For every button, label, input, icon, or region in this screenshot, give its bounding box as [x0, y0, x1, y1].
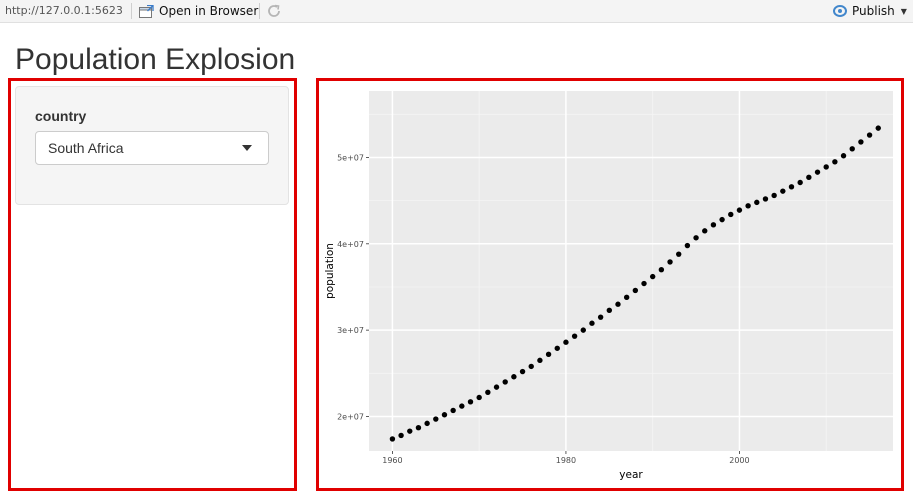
data-point [641, 280, 647, 287]
data-point [780, 188, 786, 194]
data-point [606, 307, 613, 313]
data-point [389, 436, 396, 442]
data-point [728, 211, 734, 218]
data-point [563, 339, 569, 345]
data-point [589, 320, 595, 326]
country-select[interactable]: South Africa [35, 131, 269, 165]
toolbar-divider [259, 3, 260, 19]
x-tick-label: 1980 [556, 456, 576, 465]
data-point [840, 153, 847, 159]
data-point [597, 314, 604, 320]
data-point [719, 216, 725, 223]
data-point [702, 228, 708, 234]
data-point [814, 169, 821, 175]
refresh-icon[interactable] [266, 3, 282, 19]
data-point [667, 259, 673, 265]
url-text[interactable]: http://127.0.0.1:5623 [5, 4, 123, 17]
data-point [493, 384, 500, 390]
data-point [658, 267, 665, 273]
viewer-toolbar: http://127.0.0.1:5623 Open in Browser Pu… [0, 0, 913, 23]
data-point [554, 345, 560, 351]
open-in-browser-icon [139, 4, 154, 18]
data-point [788, 184, 795, 190]
data-point [441, 412, 448, 418]
data-point [424, 420, 430, 427]
sidebar-panel: country South Africa [15, 86, 289, 205]
main-highlight-box [316, 78, 904, 491]
open-in-browser-button[interactable]: Open in Browser [139, 2, 258, 20]
data-point [875, 125, 881, 131]
data-point [762, 196, 769, 202]
data-point [615, 301, 621, 307]
data-point [398, 432, 404, 439]
page-title: Population Explosion [15, 43, 296, 76]
data-point [485, 389, 491, 395]
data-point [823, 164, 829, 170]
data-point [736, 207, 743, 213]
data-point [832, 159, 838, 165]
data-point [545, 351, 552, 358]
data-point [858, 139, 864, 145]
data-point [797, 179, 803, 186]
data-point [632, 287, 639, 294]
data-point [693, 235, 699, 241]
y-tick-label: 4e+07 [337, 240, 364, 249]
x-tick-label: 1960 [382, 456, 402, 465]
data-point [866, 132, 873, 138]
x-axis-title: year [619, 469, 643, 481]
y-tick-label: 3e+07 [337, 326, 364, 335]
data-point [571, 333, 578, 339]
data-point [710, 222, 717, 228]
x-tick-label: 2000 [729, 456, 749, 465]
data-point [771, 192, 777, 199]
data-point [676, 251, 682, 257]
publish-label: Publish [852, 4, 895, 18]
data-point [528, 363, 534, 370]
data-point [502, 379, 508, 385]
data-point [519, 368, 526, 375]
y-tick-label: 2e+07 [337, 412, 364, 421]
data-point [806, 174, 812, 181]
data-point [684, 242, 691, 249]
country-select-value: South Africa [48, 140, 124, 156]
data-point [476, 394, 482, 401]
toolbar-divider [131, 3, 132, 19]
plot-panel [369, 91, 893, 451]
chevron-down-icon[interactable]: ▼ [900, 6, 907, 16]
country-label: country [35, 108, 87, 124]
publish-button[interactable]: Publish ▼ [832, 2, 907, 20]
sidebar-highlight-box [8, 78, 297, 491]
data-point [849, 146, 855, 152]
data-point [745, 203, 751, 209]
chevron-down-icon [242, 145, 252, 151]
data-point [623, 294, 630, 301]
data-point [467, 399, 474, 405]
population-scatter-plot: 1960 1980 2000 2e+07 3e+07 4e+07 5e+07 year popu… [324, 91, 893, 481]
y-axis-title: population [324, 243, 336, 299]
data-point [511, 374, 517, 380]
data-point [433, 416, 439, 422]
publish-icon [833, 5, 847, 17]
data-point [754, 199, 760, 206]
data-point [407, 428, 413, 434]
data-point [459, 403, 465, 409]
y-tick-label: 5e+07 [337, 153, 364, 162]
data-point [580, 327, 586, 333]
data-point [450, 407, 456, 414]
open-in-browser-label: Open in Browser [159, 4, 259, 18]
data-point [415, 424, 422, 431]
data-point [649, 273, 656, 280]
data-point [537, 357, 543, 364]
